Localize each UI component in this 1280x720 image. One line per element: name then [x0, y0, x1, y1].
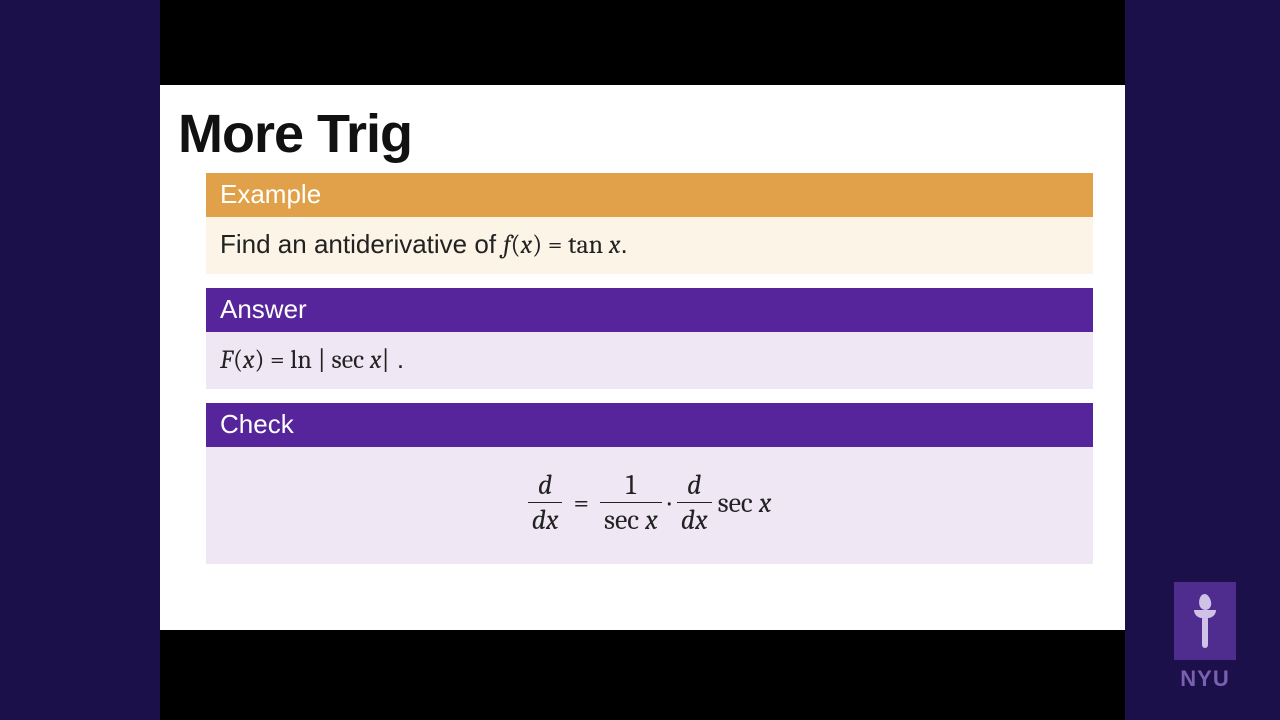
example-text-prefix: Find an antiderivative of — [220, 229, 503, 259]
example-box: Example Find an antiderivative of f(x) =… — [206, 173, 1093, 274]
example-text-suffix: . — [621, 229, 628, 259]
frac-d-dx-2: d dx — [677, 469, 712, 536]
check-header: Check — [206, 403, 1093, 447]
letterbox-bottom — [160, 630, 1125, 720]
answer-box: Answer F(x) = ln | sec x| . — [206, 288, 1093, 389]
slide-title: More Trig — [178, 103, 1093, 165]
torch-icon — [1192, 594, 1218, 648]
frac-d-dx-1: d dx — [528, 469, 563, 536]
tail-secx: sec x — [718, 487, 772, 519]
example-header: Example — [206, 173, 1093, 217]
example-body: Find an antiderivative of f(x) = tan x. — [206, 217, 1093, 274]
answer-math: F(x) = ln | sec x| — [220, 345, 390, 375]
answer-body: F(x) = ln | sec x| . — [206, 332, 1093, 389]
answer-suffix: . — [390, 344, 404, 374]
nyu-badge — [1174, 582, 1236, 660]
frac-1-secx: 1 sec x — [600, 469, 662, 536]
answer-header: Answer — [206, 288, 1093, 332]
check-equation: d dx = 1 sec x · d dx sec x — [220, 469, 1079, 536]
check-box: Check d dx = 1 sec x · d dx — [206, 403, 1093, 564]
check-body: d dx = 1 sec x · d dx sec x — [206, 447, 1093, 564]
nyu-logo: NYU — [1174, 582, 1236, 692]
nyu-text: NYU — [1174, 666, 1236, 692]
eq-sign: = — [573, 487, 589, 519]
letterbox-top — [160, 0, 1125, 85]
multiply-dot: · — [668, 487, 671, 519]
slide: More Trig Example Find an antiderivative… — [160, 85, 1125, 630]
example-math: f(x) = tan x — [503, 230, 620, 260]
